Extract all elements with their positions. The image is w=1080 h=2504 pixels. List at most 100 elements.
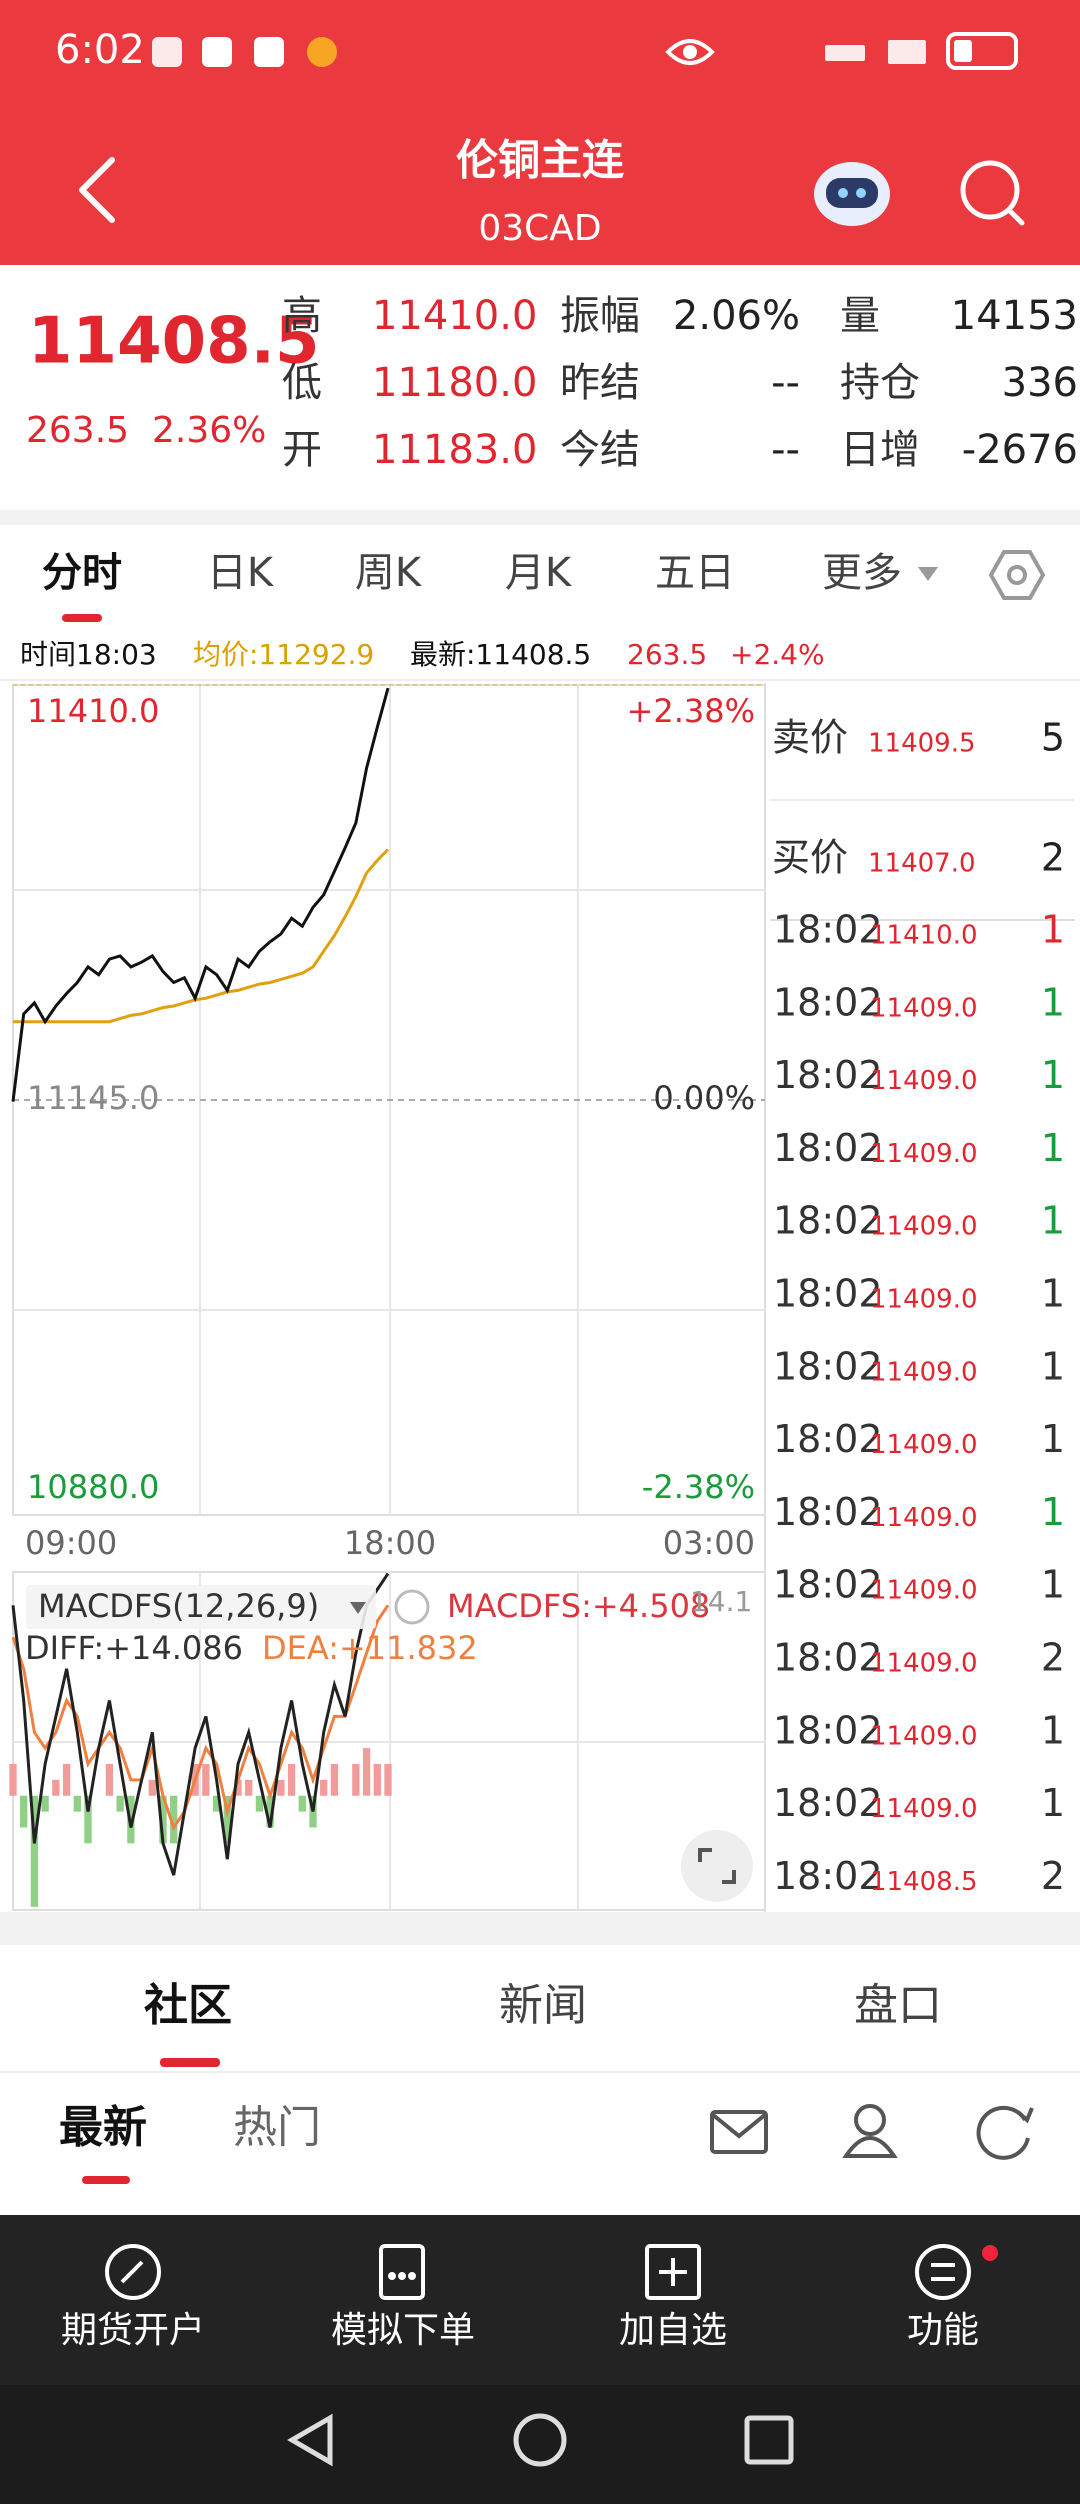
- system-nav-bg: [0, 2385, 1080, 2504]
- badge: [982, 2245, 998, 2261]
- separator: [0, 1912, 1080, 1945]
- tab[interactable]: 月K: [505, 550, 573, 596]
- diff-line: [11, 1572, 390, 1876]
- quote-label: 昨结: [560, 360, 640, 406]
- trade-volume: 1: [1041, 908, 1065, 952]
- macd-bar: [266, 1795, 274, 1828]
- trade-volume: 1: [1041, 1708, 1065, 1752]
- back-icon[interactable]: [79, 157, 115, 223]
- nav-icons[interactable]: [105, 2244, 971, 2300]
- quote-value: --: [771, 360, 800, 406]
- pct-label: +2.38%: [627, 692, 755, 730]
- quote-label: 振幅: [560, 293, 640, 339]
- section-tab[interactable]: 盘口: [854, 1980, 942, 2031]
- user-icon[interactable]: [842, 2104, 898, 2158]
- trade-time: 18:02: [773, 1126, 883, 1170]
- nav-label[interactable]: 模拟下单: [331, 2310, 475, 2351]
- tab[interactable]: 五日: [655, 550, 735, 596]
- x-tick-label: 09:00: [25, 1524, 117, 1562]
- avg-line: [13, 848, 390, 1024]
- macd-bar: [255, 1795, 264, 1812]
- trade-volume: 1: [1041, 1781, 1065, 1825]
- trade-time: 18:02: [773, 1053, 883, 1097]
- change-pct: 2.36%: [152, 410, 266, 451]
- quote-value: 14153: [951, 293, 1078, 339]
- trade-price: 11409.0: [870, 1357, 978, 1387]
- macd-bar: [9, 1764, 17, 1796]
- book-label: 买价: [772, 836, 848, 880]
- trade-volume: 1: [1041, 980, 1065, 1024]
- tab[interactable]: 日K: [207, 550, 275, 596]
- sub-tab[interactable]: 热门: [233, 2102, 321, 2153]
- trade-price: 11409.0: [870, 1139, 978, 1169]
- macd-bar: [148, 1779, 156, 1796]
- macd-bar: [352, 1764, 360, 1796]
- tab[interactable]: 分时: [42, 550, 122, 596]
- quote-value: 11183.0: [372, 427, 537, 473]
- trade-price: 11409.0: [870, 993, 978, 1023]
- tab[interactable]: 更多: [822, 550, 902, 596]
- quote-value: 11180.0: [372, 360, 537, 406]
- trade-volume: 1: [1041, 1417, 1065, 1461]
- section-tab[interactable]: 社区: [144, 1980, 232, 2031]
- trade-time: 18:02: [773, 1636, 883, 1680]
- trade-price: 11410.0: [870, 921, 978, 951]
- pct-label: -2.38%: [642, 1468, 755, 1506]
- trade-price: 11409.0: [870, 1794, 978, 1824]
- macd-bar: [41, 1795, 49, 1812]
- macd-bar: [223, 1795, 231, 1844]
- settings-icon[interactable]: [988, 550, 1046, 600]
- system-nav[interactable]: [287, 2413, 794, 2467]
- search-icon[interactable]: [960, 160, 1025, 226]
- book-label: 卖价: [772, 716, 848, 760]
- sub-tab[interactable]: 最新: [59, 2102, 147, 2153]
- help-icon[interactable]: [394, 1589, 430, 1625]
- macd-title[interactable]: MACDFS(12,26,9): [38, 1587, 319, 1625]
- macd-bar: [73, 1795, 81, 1812]
- tab-indicator: [62, 614, 102, 622]
- macd-arrow: [350, 1602, 366, 1614]
- trade-time: 18:02: [773, 1199, 883, 1243]
- macd-bar: [298, 1795, 306, 1812]
- trade-price: 11409.0: [870, 1503, 978, 1533]
- status-icons: [152, 32, 1018, 70]
- macd-bar: [234, 1779, 242, 1796]
- quote-label: 高: [282, 293, 322, 339]
- price-line: [11, 687, 390, 1102]
- code: 03CAD: [478, 208, 601, 249]
- info-latest: 最新:11408.5: [410, 638, 591, 671]
- diff-label: DIFF:+14.086: [25, 1629, 243, 1667]
- nav-label[interactable]: 功能: [907, 2310, 979, 2351]
- trade-time: 18:02: [773, 1272, 883, 1316]
- macd-title-bg[interactable]: [26, 1585, 376, 1629]
- last-price: 11408.5: [28, 305, 320, 379]
- refresh-icon[interactable]: [976, 2105, 1034, 2160]
- trade-volume: 1: [1041, 1199, 1065, 1243]
- macd-bar: [330, 1764, 339, 1796]
- tab[interactable]: 周K: [355, 550, 423, 596]
- quote-label: 量: [840, 293, 880, 339]
- more-arrow: [918, 567, 938, 581]
- info-pct: +2.4%: [730, 638, 825, 671]
- expand-icon[interactable]: [681, 1830, 753, 1902]
- trade-time: 18:02: [773, 908, 883, 952]
- macd-bar: [62, 1764, 71, 1796]
- nav-label[interactable]: 加自选: [619, 2310, 727, 2351]
- trade-time: 18:02: [773, 1781, 883, 1825]
- title: 伦铜主连: [456, 136, 625, 185]
- macd-bar: [30, 1795, 39, 1907]
- trade-volume: 1: [1041, 1126, 1065, 1170]
- section-tab[interactable]: 新闻: [499, 1980, 587, 2031]
- mail-icon[interactable]: [710, 2110, 768, 2154]
- macd-bar: [320, 1779, 328, 1796]
- nav-label[interactable]: 期货开户: [61, 2310, 205, 2351]
- quote-label: 日增: [840, 427, 920, 473]
- macd-scale: 14.1: [690, 1585, 752, 1618]
- book-price: 11409.5: [868, 729, 976, 759]
- info-time: 时间18:03: [20, 638, 157, 671]
- quote-label: 今结: [560, 427, 640, 473]
- trade-volume: 1: [1041, 1053, 1065, 1097]
- x-tick-label: 18:00: [344, 1524, 436, 1562]
- assistant-icon[interactable]: [814, 162, 890, 226]
